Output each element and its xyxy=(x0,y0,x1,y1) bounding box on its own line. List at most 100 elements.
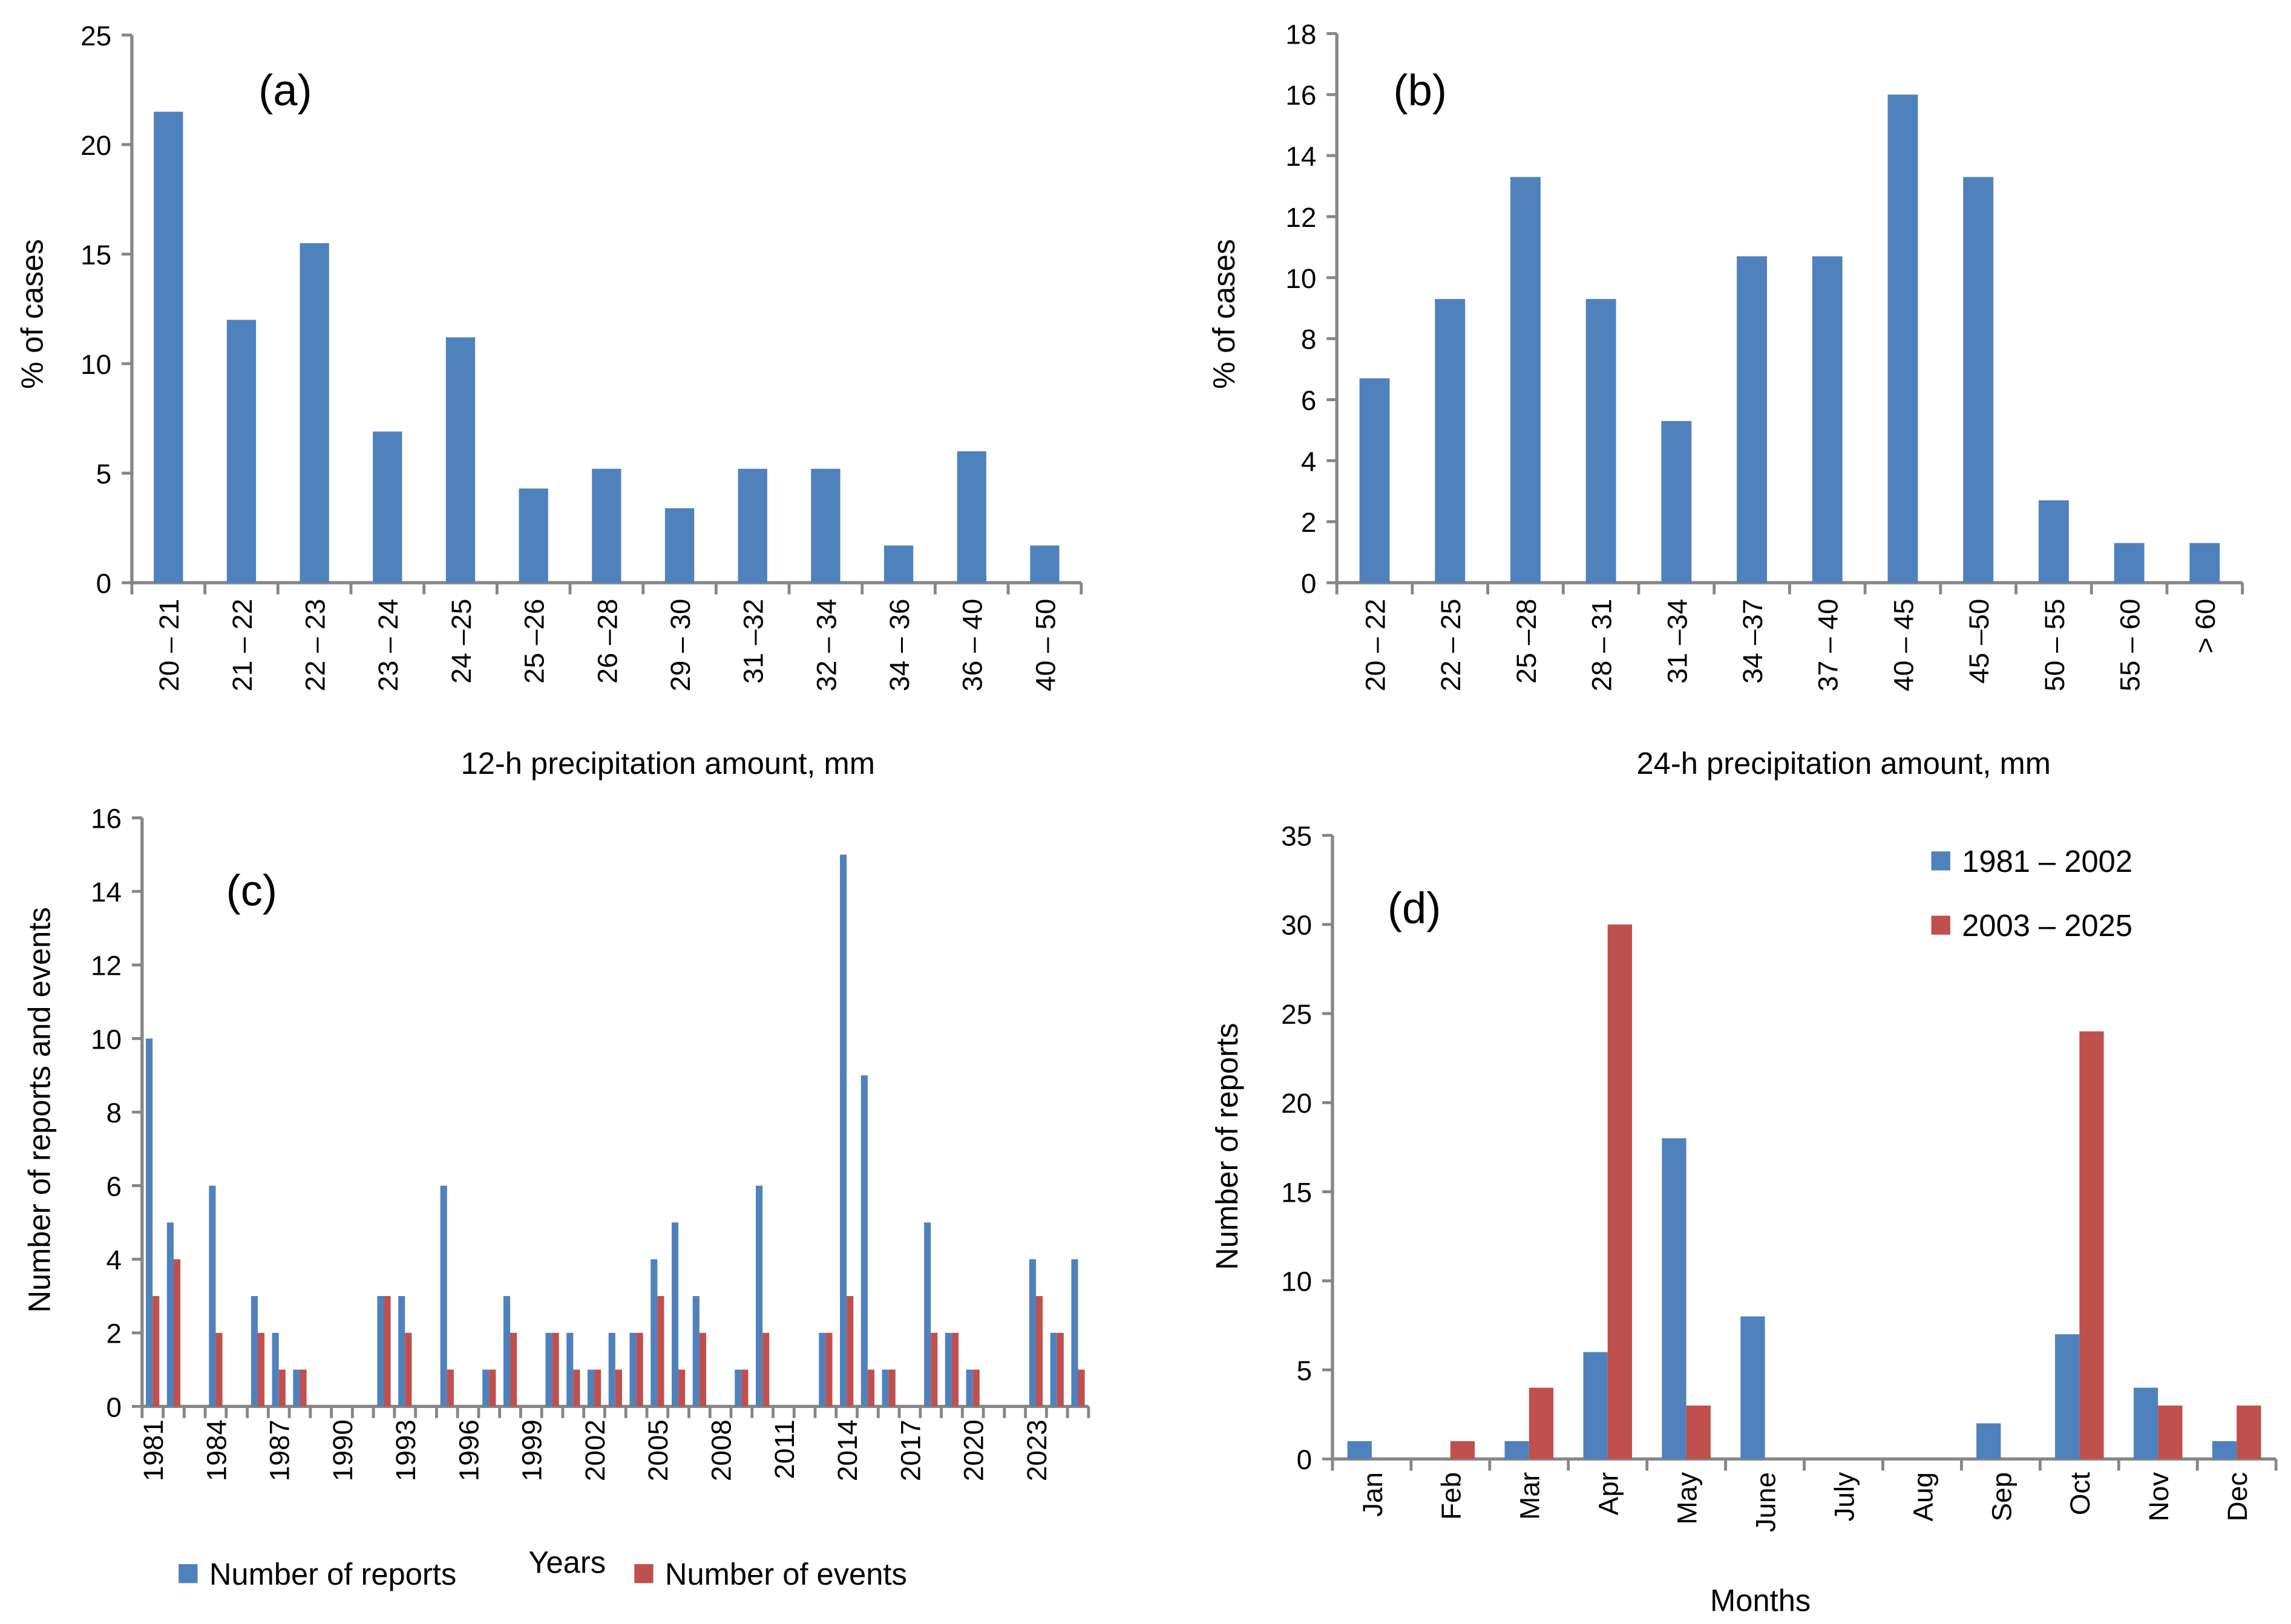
y-tick-label: 14 xyxy=(91,876,122,908)
y-tick-label: 6 xyxy=(107,1170,122,1202)
x-tick-label: 2002 xyxy=(579,1419,611,1481)
bar--of-cases--60 xyxy=(2189,543,2220,583)
bar--of-cases-29-30 xyxy=(664,508,695,583)
y-axis-title: Number of reports xyxy=(1210,1023,1244,1270)
x-tick-label: 20 – 22 xyxy=(1359,599,1391,692)
y-tick-label: 10 xyxy=(1285,263,1316,294)
bar-number-of-reports-1982 xyxy=(166,1222,174,1407)
x-tick-label: 45 –50 xyxy=(1963,599,1994,684)
bar-2003-2025-Apr xyxy=(1607,924,1633,1459)
bar-number-of-events-1984 xyxy=(215,1332,223,1407)
bar-number-of-events-2013 xyxy=(825,1332,833,1407)
bar-number-of-reports-2002 xyxy=(587,1369,595,1407)
legend-label: Number of reports xyxy=(209,1557,456,1591)
x-tick-label: 20 – 21 xyxy=(153,599,185,692)
y-tick-label: 5 xyxy=(1297,1355,1313,1386)
y-tick-label: 4 xyxy=(1301,445,1316,477)
bar-number-of-reports-2006 xyxy=(671,1222,679,1407)
x-tick-label: 1996 xyxy=(453,1419,484,1481)
bar-2003-2025-Nov xyxy=(2158,1405,2183,1459)
x-tick-label: 2020 xyxy=(958,1419,989,1481)
bar-number-of-events-1997 xyxy=(489,1369,496,1407)
y-tick-label: 18 xyxy=(1285,18,1316,50)
x-tick-label: 31 –32 xyxy=(738,599,769,684)
x-tick-label: 1993 xyxy=(390,1419,421,1481)
x-tick-label: 23 – 24 xyxy=(372,599,404,692)
x-tick-label: 1987 xyxy=(264,1419,295,1481)
panel-a: 0 5 10 15 20 25 20 – 21 21 – 22 22 – 23 23 – 24 24… xyxy=(15,20,1083,781)
bar-number-of-reports-2014 xyxy=(840,854,847,1407)
bar-number-of-reports-2025 xyxy=(1071,1259,1078,1407)
bar-number-of-reports-1995 xyxy=(440,1185,447,1407)
bar--of-cases-21-22 xyxy=(226,319,257,583)
panel-d: 0 5 10 15 20 25 30 35 Jan Feb Mar Apr May June July Aug… xyxy=(1210,820,2278,1617)
y-tick-label: 0 xyxy=(1301,568,1316,599)
bar-number-of-events-1988 xyxy=(300,1369,307,1407)
y-tick-label: 0 xyxy=(107,1391,122,1423)
bar--of-cases-23-24 xyxy=(373,431,402,583)
y-tick-label: 16 xyxy=(1285,79,1316,111)
panel-label: (d) xyxy=(1388,883,1441,932)
bar-1981-2002-Nov xyxy=(2133,1387,2158,1459)
x-tick-label: 2005 xyxy=(642,1419,674,1481)
y-tick-label: 10 xyxy=(80,349,111,380)
bar-number-of-events-1982 xyxy=(173,1259,181,1407)
bar--of-cases-25-26 xyxy=(519,488,548,583)
y-tick-label: 2 xyxy=(1301,506,1316,538)
y-tick-label: 16 xyxy=(91,803,122,834)
bar-number-of-events-2020 xyxy=(972,1369,980,1407)
bar--of-cases-31-34 xyxy=(1661,421,1692,583)
y-tick-label: 5 xyxy=(96,458,112,489)
y-tick-label: 14 xyxy=(1285,140,1316,172)
y-axis-title: % of cases xyxy=(1207,239,1241,389)
bar-number-of-reports-2010 xyxy=(756,1185,763,1407)
x-tick-label: 32 – 34 xyxy=(810,599,842,692)
panel-b: 0 2 4 6 8 10 12 14 16 18 20 – 22 22 – 25 25 –28 28 – … xyxy=(1207,18,2244,781)
legend-swatch xyxy=(1931,915,1950,935)
bar-number-of-events-2018 xyxy=(931,1332,938,1407)
bar-number-of-reports-2023 xyxy=(1029,1259,1036,1407)
bar-number-of-reports-2004 xyxy=(629,1332,637,1407)
x-tick-label: 31 –34 xyxy=(1661,599,1693,684)
x-axis-title: 24-h precipitation amount, mm xyxy=(1637,746,2051,781)
x-tick-label: 1990 xyxy=(327,1419,358,1481)
bar-number-of-reports-1998 xyxy=(503,1295,511,1407)
bar-number-of-reports-2003 xyxy=(608,1332,615,1407)
y-axis-title: Number of reports and events xyxy=(22,907,57,1312)
bar--of-cases-55-60 xyxy=(2114,543,2145,583)
bar--of-cases-36-40 xyxy=(957,451,986,583)
x-tick-label: 1999 xyxy=(516,1419,548,1481)
bar-number-of-reports-2020 xyxy=(966,1369,973,1407)
y-tick-label: 2 xyxy=(107,1318,122,1349)
bar--of-cases-40-45 xyxy=(1887,94,1918,583)
bar-1981-2002-Sep xyxy=(1976,1423,2001,1459)
x-axis-title: Months xyxy=(1710,1583,1811,1617)
x-tick-label: Dec xyxy=(2221,1472,2253,1522)
y-tick-label: 25 xyxy=(80,20,111,51)
bar-number-of-reports-1987 xyxy=(272,1332,279,1407)
x-tick-label: 28 – 31 xyxy=(1586,599,1617,692)
x-tick-label: July xyxy=(1828,1472,1860,1522)
y-tick-label: 12 xyxy=(1285,201,1316,233)
legend-label: 2003 – 2025 xyxy=(1962,908,2132,943)
x-tick-label: 22 – 25 xyxy=(1435,599,1466,692)
x-tick-label: 40 – 45 xyxy=(1887,599,1919,692)
bar-number-of-reports-1997 xyxy=(482,1369,490,1407)
bar-number-of-events-2009 xyxy=(741,1369,749,1407)
bar--of-cases-22-25 xyxy=(1435,299,1466,583)
x-tick-label: > 60 xyxy=(2189,599,2221,654)
bar-number-of-events-2000 xyxy=(552,1332,559,1407)
bar--of-cases-37-40 xyxy=(1812,256,1843,583)
bar-number-of-events-2014 xyxy=(847,1295,854,1407)
bar-2003-2025-Feb xyxy=(1450,1441,1475,1459)
bar-number-of-reports-2013 xyxy=(819,1332,826,1407)
x-tick-label: 22 – 23 xyxy=(300,599,331,692)
bar-number-of-events-2003 xyxy=(615,1369,622,1407)
bar-number-of-reports-2018 xyxy=(924,1222,931,1407)
y-tick-label: 10 xyxy=(1281,1266,1312,1297)
bar--of-cases-20-21 xyxy=(154,111,183,583)
bar-number-of-reports-2015 xyxy=(860,1075,868,1407)
bar-2003-2025-Oct xyxy=(2079,1031,2104,1459)
x-tick-label: 24 –25 xyxy=(445,599,477,684)
bar-number-of-events-1986 xyxy=(257,1332,265,1407)
